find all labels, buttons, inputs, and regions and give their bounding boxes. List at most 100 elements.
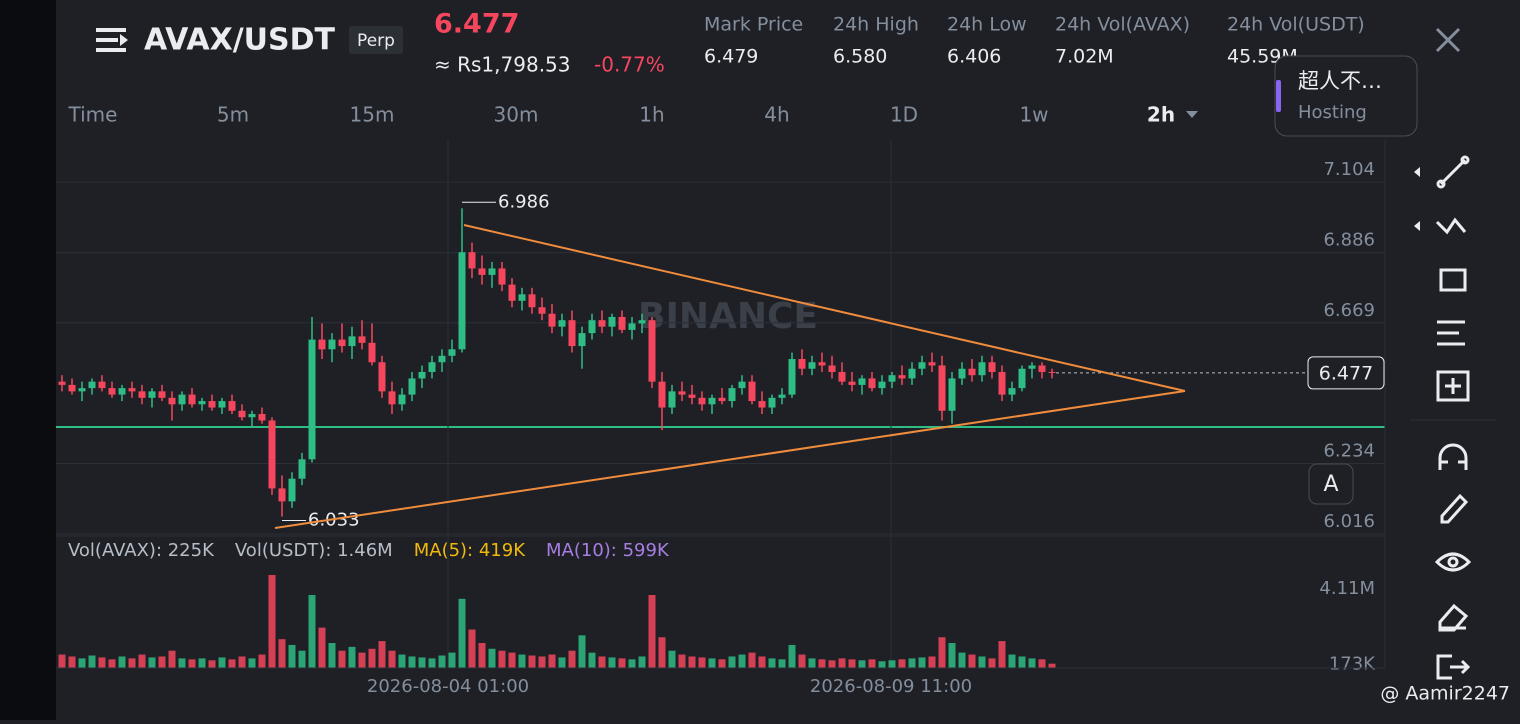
volume-bar bbox=[618, 658, 626, 668]
volume-bar bbox=[828, 660, 836, 668]
timeframe-tab[interactable]: Time bbox=[68, 103, 118, 127]
fib-tool[interactable] bbox=[1435, 217, 1467, 235]
volume-bar bbox=[438, 655, 446, 668]
candle-body bbox=[518, 294, 526, 301]
lines-tool[interactable] bbox=[1437, 320, 1465, 346]
volume-bar bbox=[238, 656, 246, 668]
volume-bar bbox=[458, 598, 466, 668]
timeframe-tab[interactable]: 1h bbox=[639, 103, 664, 127]
candle-body bbox=[378, 362, 386, 392]
volume-bar bbox=[1038, 659, 1046, 668]
candle-body bbox=[628, 323, 636, 330]
candle-body bbox=[1028, 365, 1036, 369]
candle-body bbox=[668, 391, 676, 408]
volume-tick-label: 173K bbox=[1329, 654, 1376, 675]
measure-tool[interactable] bbox=[1436, 370, 1470, 402]
candle-body bbox=[238, 410, 246, 418]
high-label: 6.986 bbox=[498, 191, 550, 212]
volume-bar bbox=[308, 594, 316, 668]
candle-body bbox=[318, 339, 326, 350]
candle-body bbox=[708, 397, 716, 405]
volume-bar bbox=[168, 650, 176, 668]
timeframe-tab[interactable]: 2h bbox=[1147, 103, 1175, 127]
candle-body bbox=[748, 381, 756, 402]
popup[interactable]: 超人不… Hosting bbox=[1274, 55, 1418, 137]
y-tick-label: 6.886 bbox=[1323, 230, 1375, 251]
timeframe-tab[interactable]: 4h bbox=[764, 103, 789, 127]
symbol: AVAX/USDT bbox=[144, 23, 336, 58]
magnet-tool[interactable] bbox=[1438, 443, 1468, 470]
trend-tool[interactable] bbox=[1439, 158, 1467, 186]
timeframe-tab[interactable]: 1D bbox=[890, 103, 918, 127]
candle-body bbox=[88, 381, 96, 389]
volume-bar bbox=[218, 657, 226, 668]
candle-body bbox=[368, 342, 376, 363]
candle-body bbox=[468, 252, 476, 269]
candle-body bbox=[138, 391, 146, 398]
volume-bar bbox=[468, 629, 476, 668]
candle-body bbox=[98, 381, 106, 389]
candle-body bbox=[428, 362, 436, 372]
pencil-tool[interactable] bbox=[1440, 493, 1469, 524]
volume-bar bbox=[488, 648, 496, 668]
timeframe-tab[interactable]: 15m bbox=[350, 103, 395, 127]
visibility-tool[interactable] bbox=[1434, 552, 1472, 572]
volume-bar bbox=[648, 594, 656, 668]
close-button[interactable] bbox=[1435, 27, 1461, 53]
auto-button[interactable] bbox=[1308, 463, 1354, 505]
volume-bar bbox=[58, 654, 66, 668]
candle-body bbox=[488, 268, 496, 275]
stat-value: 6.479 bbox=[704, 46, 758, 68]
volume-bar bbox=[888, 660, 896, 668]
stat-label: 24h Vol(AVAX) bbox=[1055, 14, 1190, 36]
volume-bar bbox=[718, 659, 726, 668]
candle-body bbox=[988, 362, 996, 372]
volume-bar bbox=[578, 635, 586, 668]
candle-body bbox=[768, 397, 776, 408]
volume-bar bbox=[278, 639, 286, 668]
volume-bar bbox=[658, 637, 666, 668]
stat-value: 7.02M bbox=[1055, 46, 1114, 68]
exit-tool[interactable] bbox=[1436, 654, 1471, 680]
candle-body bbox=[758, 401, 766, 408]
stat-label: 24h High bbox=[833, 14, 919, 36]
shape-tool[interactable] bbox=[1439, 268, 1467, 292]
volume-legend: MA(5): 419K bbox=[414, 540, 526, 561]
timeframe-tab[interactable]: 30m bbox=[494, 103, 539, 127]
dropdown-arrow[interactable] bbox=[1186, 111, 1198, 118]
volume-bar bbox=[538, 656, 546, 668]
candle-body bbox=[218, 401, 226, 408]
x-tick-label: 2026-08-04 01:00 bbox=[367, 676, 529, 697]
candle-body bbox=[798, 359, 806, 369]
candle-body bbox=[348, 336, 356, 347]
triangle-drawing bbox=[274, 224, 1186, 529]
candle-body bbox=[648, 320, 656, 382]
volume-bar bbox=[118, 656, 126, 668]
volume-bar bbox=[528, 655, 536, 668]
volume-bar bbox=[768, 658, 776, 668]
candle-body bbox=[878, 381, 886, 389]
badge-bg bbox=[349, 26, 403, 54]
volume-bar bbox=[778, 659, 786, 668]
candle-body bbox=[388, 391, 396, 405]
stat-label: 24h Vol(USDT) bbox=[1227, 14, 1365, 36]
menu-icon[interactable] bbox=[96, 28, 128, 52]
volume-bar bbox=[698, 657, 706, 668]
volume-bar bbox=[638, 656, 646, 668]
volume-bar bbox=[138, 654, 146, 668]
candle-body bbox=[1038, 365, 1046, 372]
volume-bar bbox=[88, 655, 96, 668]
timeframe-tab[interactable]: 1w bbox=[1019, 103, 1048, 127]
volume-bar bbox=[558, 657, 566, 668]
y-tick-label: 6.234 bbox=[1323, 441, 1375, 462]
volume-bar bbox=[788, 644, 796, 668]
candle-body bbox=[578, 333, 586, 347]
candle-body bbox=[338, 339, 346, 347]
candle-body bbox=[658, 381, 666, 408]
timeframe-tab[interactable]: 5m bbox=[217, 103, 249, 127]
volume-bar bbox=[68, 656, 76, 668]
eraser-tool[interactable] bbox=[1438, 603, 1469, 632]
last-price-label: 6.477 bbox=[1319, 362, 1373, 384]
